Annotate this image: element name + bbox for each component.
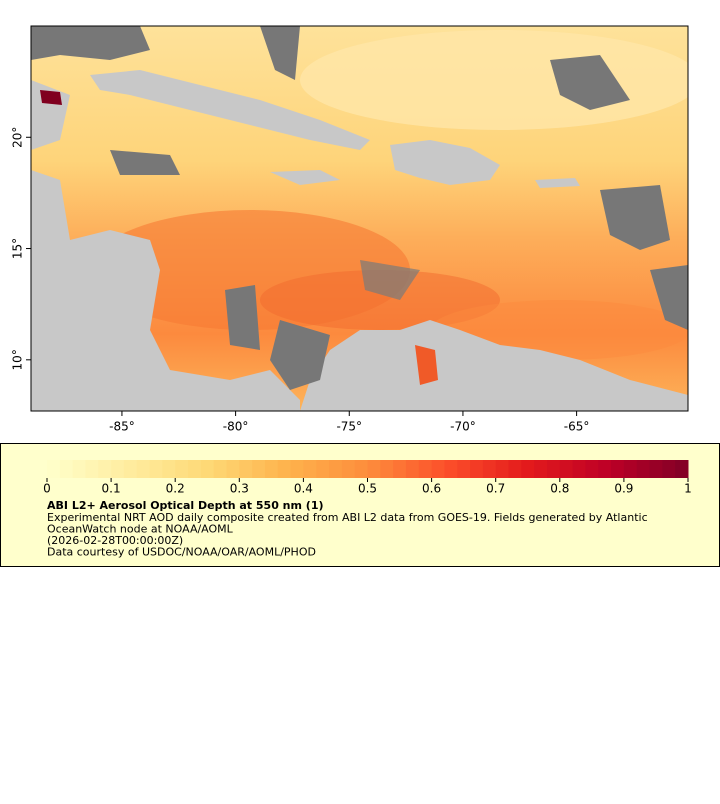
colorbar-tick-label: 0.5 <box>358 482 377 496</box>
colorbar-cell <box>405 460 420 478</box>
colorbar-cell <box>482 460 497 478</box>
colorbar-cell <box>470 460 484 478</box>
colorbar-cell <box>546 460 561 478</box>
colorbar-cell <box>162 460 176 478</box>
cloud <box>260 26 300 80</box>
colorbar-cell <box>649 460 663 478</box>
cloud <box>650 265 688 330</box>
cloud <box>600 185 670 250</box>
colorbar-cell <box>213 460 227 478</box>
y-tick-label: 15° <box>11 238 25 259</box>
cloud <box>550 55 630 110</box>
land <box>31 170 300 411</box>
colorbar-cell <box>239 460 253 478</box>
y-tick-label: 10° <box>11 349 25 370</box>
cloud <box>31 26 150 60</box>
colorbar-cell <box>572 460 586 478</box>
cloud <box>360 260 420 300</box>
colorbar-cell <box>393 460 407 478</box>
cloud <box>110 150 180 175</box>
colorbar-cell <box>611 460 625 478</box>
map-frame <box>30 25 689 412</box>
colorbar-cell <box>329 460 343 478</box>
colorbar-cell <box>149 460 163 478</box>
legend-title: ABI L2+ Aerosol Optical Depth at 550 nm … <box>47 499 324 512</box>
colorbar-cell <box>380 460 394 478</box>
colorbar-cell <box>431 460 445 478</box>
colorbar-cell <box>188 460 202 478</box>
colorbar-cell <box>508 460 522 478</box>
colorbar-tick-label: 0.6 <box>422 482 441 496</box>
land <box>390 140 500 185</box>
colorbar-cell <box>72 460 86 478</box>
land <box>300 320 688 411</box>
colorbar-cell <box>636 460 651 478</box>
land <box>90 70 370 150</box>
colorbar-cell <box>136 460 151 478</box>
colorbar-cell <box>662 460 676 478</box>
legend-line: OceanWatch node at NOAA/AOML <box>47 523 234 536</box>
high-aod <box>40 90 62 105</box>
colorbar-cell <box>495 460 510 478</box>
cloud <box>270 320 330 390</box>
colorbar-cell <box>444 460 458 478</box>
x-tick-label: -85° <box>109 420 135 434</box>
colorbar-cell <box>354 460 368 478</box>
colorbar-cell <box>85 460 99 478</box>
x-tick-label: -80° <box>223 420 249 434</box>
colorbar-tick-label: 1 <box>684 482 692 496</box>
colorbar-tick-label: 0.4 <box>294 482 313 496</box>
map <box>31 26 688 411</box>
colorbar-tick-label: 0.9 <box>614 482 633 496</box>
colorbar-cell <box>585 460 599 478</box>
colorbar-tick-label: 0.8 <box>550 482 569 496</box>
y-tick-label: 20° <box>11 127 25 148</box>
colorbar-cell <box>226 460 240 478</box>
colorbar-cell <box>123 460 138 478</box>
colorbar-cell <box>200 460 215 478</box>
x-tick-label: -70° <box>450 420 476 434</box>
colorbar-cell <box>534 460 548 478</box>
colorbar-tick-label: 0 <box>43 482 51 496</box>
colorbar-cell <box>521 460 535 478</box>
colorbar-cell <box>623 460 638 478</box>
colorbar-cell <box>418 460 433 478</box>
colorbar-cell <box>367 460 381 478</box>
colorbar-cell <box>675 460 689 478</box>
colorbar-tick-label: 0.3 <box>230 482 249 496</box>
colorbar-cell <box>98 460 112 478</box>
colorbar-cell <box>111 460 125 478</box>
colorbar-cell <box>457 460 471 478</box>
legend-line: (2026-02-28T00:00:00Z) <box>47 534 183 547</box>
aerosol-plume <box>260 270 500 330</box>
colorbar-tick-label: 0.1 <box>102 482 121 496</box>
colorbar-cell <box>303 460 317 478</box>
land <box>535 178 580 188</box>
colorbar-cell <box>559 460 574 478</box>
colorbar-cell <box>277 460 292 478</box>
legend-text: Experimental NRT AOD daily composite cre… <box>47 511 648 559</box>
colorbar-cell <box>264 460 279 478</box>
x-tick-label: -65° <box>564 420 590 434</box>
land <box>270 170 340 185</box>
colorbar-cell <box>598 460 612 478</box>
colorbar-tick-label: 0.2 <box>166 482 185 496</box>
x-tick-label: -75° <box>336 420 362 434</box>
colorbar-cell <box>316 460 330 478</box>
legend-line: Data courtesy of USDOC/NOAA/OAR/AOML/PHO… <box>47 546 316 559</box>
colorbar-cell <box>47 460 61 478</box>
colorbar-cell <box>341 460 356 478</box>
colorbar-tick-label: 0.7 <box>486 482 505 496</box>
high-aod <box>415 345 438 385</box>
colorbar-cell <box>252 460 266 478</box>
cloud <box>225 285 260 350</box>
colorbar-cell <box>175 460 189 478</box>
colorbar-cell <box>290 460 304 478</box>
legend-line: Experimental NRT AOD daily composite cre… <box>47 511 648 524</box>
colorbar-cell <box>59 460 74 478</box>
haze <box>300 30 688 130</box>
